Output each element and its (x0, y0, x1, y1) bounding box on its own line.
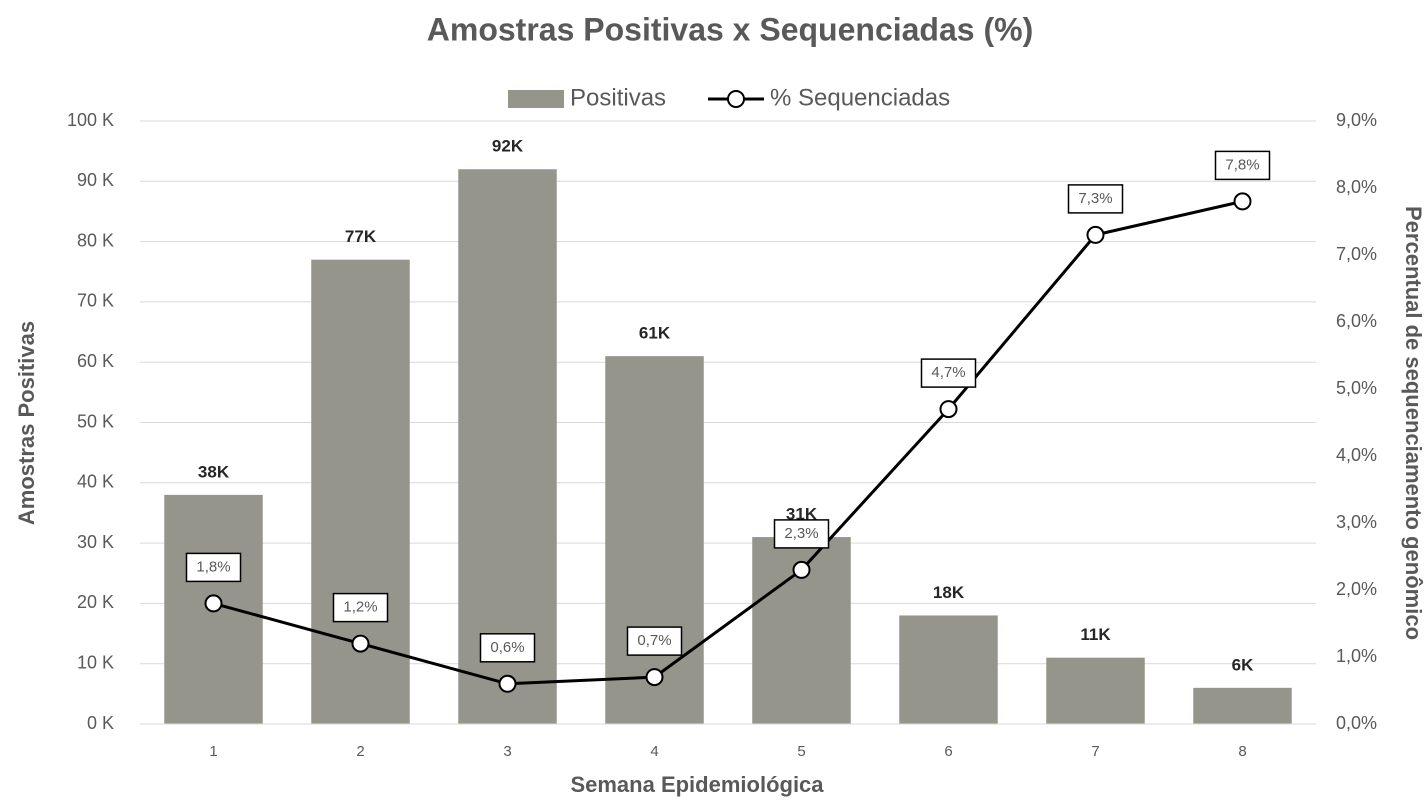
line-marker (645, 668, 664, 687)
y-tick-label: 100 K (67, 110, 114, 130)
value-label-box (479, 633, 536, 663)
bar (1046, 657, 1145, 724)
line-value-label: 1,8% (196, 558, 230, 575)
y-tick-label: 40 K (77, 472, 114, 492)
y2-tick-label: 1,0% (1336, 646, 1377, 666)
line-value-label: 2,3% (784, 525, 818, 542)
y2-axis-title: Percentual de sequenciamento genômico (1401, 206, 1426, 640)
y2-tick-label: 8,0% (1336, 177, 1377, 197)
value-label-box (1067, 184, 1124, 214)
bar-value-label: 92K (492, 137, 524, 156)
y2-tick-label: 6,0% (1336, 311, 1377, 331)
x-axis-title: Semana Epidemiológica (570, 772, 824, 797)
value-label-box (185, 552, 242, 583)
x-tick-label: 7 (1091, 743, 1099, 760)
line-marker (792, 560, 811, 579)
line-marker (1086, 225, 1105, 244)
x-tick-label: 2 (356, 743, 364, 760)
x-tick-label: 4 (650, 743, 658, 760)
y-tick-label: 0 K (87, 713, 114, 733)
line-marker (1233, 192, 1252, 211)
legend-label: Positivas (570, 84, 666, 111)
line-value-label: 7,8% (1225, 156, 1259, 173)
y2-tick-label: 9,0% (1336, 110, 1377, 130)
y-tick-label: 10 K (77, 652, 114, 672)
legend-swatch (508, 90, 564, 108)
bar-value-label: 31K (786, 505, 818, 524)
y-tick-label: 80 K (77, 230, 114, 250)
bar-value-label: 6K (1232, 655, 1254, 674)
bar-value-label: 18K (933, 583, 965, 602)
y-tick-label: 70 K (77, 291, 114, 311)
y2-tick-label: 0,0% (1336, 713, 1377, 733)
x-tick-label: 8 (1238, 743, 1246, 760)
legend-marker (727, 90, 745, 108)
line-value-label: 0,7% (637, 632, 671, 649)
x-tick-label: 1 (209, 743, 217, 760)
legend-label: % Sequenciadas (770, 84, 950, 111)
bar-value-label: 61K (639, 324, 671, 343)
y2-tick-label: 3,0% (1336, 512, 1377, 532)
x-tick-label: 6 (944, 743, 952, 760)
y-tick-label: 30 K (77, 532, 114, 552)
x-tick-label: 5 (797, 743, 805, 760)
value-label-box (1214, 150, 1271, 181)
y-axis-title: Amostras Positivas (14, 321, 39, 525)
y-tick-label: 20 K (77, 592, 114, 612)
x-tick-label: 3 (503, 743, 511, 760)
line-marker (351, 634, 370, 653)
line-value-label: 4,7% (931, 364, 965, 381)
line-marker (498, 674, 517, 693)
line-value-label: 7,3% (1078, 190, 1112, 207)
y2-tick-label: 7,0% (1336, 244, 1377, 264)
y2-tick-label: 5,0% (1336, 378, 1377, 398)
y-tick-label: 50 K (77, 411, 114, 431)
value-label-box (332, 592, 389, 623)
y2-tick-label: 2,0% (1336, 579, 1377, 599)
line-marker (204, 594, 223, 613)
y2-tick-label: 4,0% (1336, 445, 1377, 465)
bar (458, 169, 557, 725)
y-tick-label: 90 K (77, 170, 114, 190)
line-value-label: 0,6% (490, 639, 524, 656)
chart-title: Amostras Positivas x Sequenciadas (%) (427, 11, 1033, 47)
bar-value-label: 11K (1080, 625, 1111, 644)
y-tick-label: 60 K (77, 351, 114, 371)
line-value-label: 1,2% (343, 599, 377, 616)
bar (605, 356, 704, 724)
bar (899, 615, 998, 724)
bar-value-label: 38K (198, 462, 230, 481)
value-label-box (920, 358, 977, 388)
line-marker (939, 400, 958, 419)
bar-value-label: 77K (345, 227, 377, 246)
value-label-box (626, 626, 683, 656)
bar (1193, 687, 1292, 724)
line (213, 199, 1243, 686)
value-label-box (773, 519, 830, 549)
